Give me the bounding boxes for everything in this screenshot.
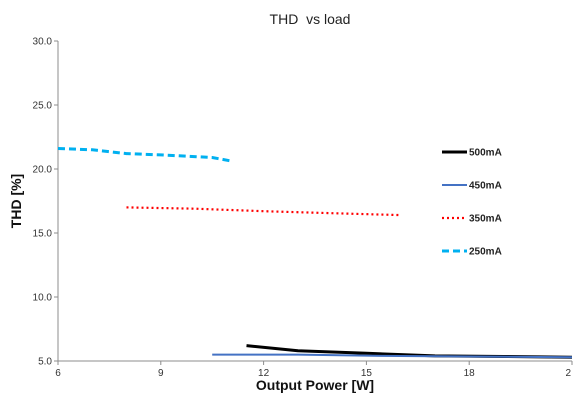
series-layer — [57, 147, 573, 359]
y-tick-label: 5.0 — [38, 357, 52, 368]
x-tick-label: 15 — [361, 368, 373, 379]
x-tick-label: 9 — [158, 368, 164, 379]
x-tick-label: 18 — [464, 368, 476, 379]
legend-label-350mA: 350mA — [469, 214, 502, 225]
series-line-450mA — [212, 353, 573, 359]
y-tick-label: 15.0 — [33, 229, 53, 240]
y-axis-title: THD [%] — [8, 174, 24, 228]
y-tick-label: 30.0 — [33, 37, 53, 48]
y-tick-label: 10.0 — [33, 293, 53, 304]
axes-layer: 5.0 10.0 15.0 20.0 25.0 30.0 6 9 12 15 18 2 — [33, 37, 573, 379]
legend: 500mA 450mA 350mA 250mA — [442, 148, 502, 258]
x-tick-label: 12 — [258, 368, 270, 379]
legend-label-250mA: 250mA — [469, 247, 502, 258]
y-tick-label: 25.0 — [33, 101, 53, 112]
chart-title: THD vs load — [270, 11, 351, 27]
x-axis-title: Output Power [W] — [256, 377, 374, 393]
legend-label-450mA: 450mA — [469, 181, 502, 192]
x-tick-label: 6 — [55, 368, 61, 379]
series-line-250mA — [57, 147, 234, 163]
x-tick-label: 2 — [565, 368, 571, 379]
series-line-350mA — [126, 206, 401, 217]
y-tick-label: 20.0 — [33, 165, 53, 176]
legend-label-500mA: 500mA — [469, 148, 502, 159]
